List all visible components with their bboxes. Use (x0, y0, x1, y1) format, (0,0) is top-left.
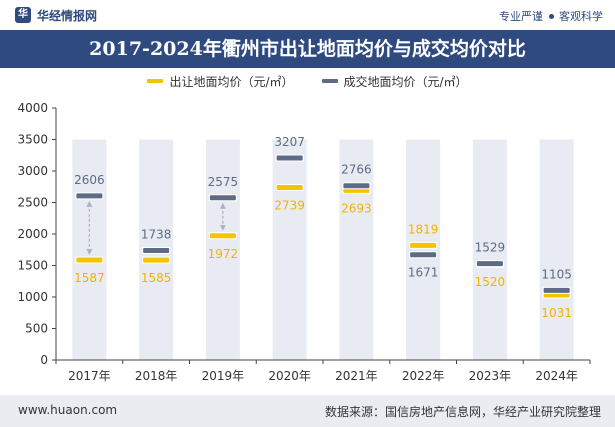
marker-transfer (276, 184, 303, 190)
legend-label-deal: 成交地面均价（元/㎡） (343, 74, 468, 89)
data-label-transfer: 2739 (274, 198, 305, 212)
footer-source: 数据来源：国信房地产信息网，华经产业研究院整理 (324, 405, 601, 419)
brand-logo-icon: 华 (15, 7, 31, 23)
column-background (205, 139, 240, 360)
tagline-right: 客观科学 (559, 10, 603, 23)
data-label-deal: 2575 (208, 175, 239, 189)
marker-deal (543, 287, 570, 293)
y-tick-label: 500 (25, 322, 48, 336)
x-tick-label: 2017年 (68, 369, 111, 383)
column-background (539, 139, 574, 360)
y-tick-label: 4000 (17, 101, 48, 115)
y-tick-label: 2000 (17, 227, 48, 241)
legend-swatch-transfer (147, 79, 164, 83)
data-label-deal: 2606 (74, 173, 105, 187)
column-background (339, 139, 374, 360)
marker-transfer (143, 257, 170, 263)
x-tick-label: 2018年 (135, 369, 178, 383)
data-label-deal: 1738 (141, 228, 172, 242)
data-label-transfer: 1587 (74, 271, 105, 285)
marker-deal (76, 193, 103, 199)
column-background (406, 139, 441, 360)
y-tick-label: 0 (40, 353, 48, 367)
dot-icon (549, 14, 554, 19)
data-label-transfer: 1819 (408, 222, 439, 236)
marker-deal (209, 195, 236, 201)
footer-website: www.huaon.com (18, 403, 118, 417)
title-bar: 2017-2024年衢州市出让地面均价与成交均价对比 (0, 30, 615, 68)
legend: 出让地面均价（元/㎡） 成交地面均价（元/㎡） (0, 72, 615, 90)
x-tick-label: 2024年 (535, 369, 578, 383)
column-background (472, 139, 507, 360)
tagline: 专业严谨 客观科学 (499, 8, 603, 24)
data-label-deal: 3207 (274, 135, 305, 149)
x-tick-label: 2023年 (469, 369, 512, 383)
y-tick-label: 2500 (17, 196, 48, 210)
x-tick-label: 2021年 (335, 369, 378, 383)
chart-title: 2017-2024年衢州市出让地面均价与成交均价对比 (89, 38, 526, 60)
marker-deal (143, 248, 170, 254)
y-tick-label: 1500 (17, 259, 48, 273)
data-label-deal: 1105 (541, 267, 572, 281)
y-tick-label: 3000 (17, 164, 48, 178)
chart-area: 0 500 1000 1500 2000 2500 3000 3500 4000 2017年 201… (17, 101, 591, 383)
marker-deal (276, 155, 303, 161)
marker-transfer (209, 233, 236, 239)
marker-deal (410, 252, 437, 258)
column-background (272, 139, 307, 360)
legend-item-deal: 成交地面均价（元/㎡） (321, 73, 468, 90)
brand-name: 华经情报网 (37, 8, 98, 23)
data-label-transfer: 1520 (475, 275, 506, 289)
marker-deal (343, 183, 370, 189)
legend-item-transfer: 出让地面均价（元/㎡） (147, 73, 294, 90)
brand: 华 华经情报网 (15, 7, 97, 23)
data-label-transfer: 1972 (208, 247, 239, 261)
top-bar: 华 华经情报网 专业严谨 客观科学 (0, 0, 615, 30)
data-label-deal: 1671 (408, 266, 439, 280)
data-label-deal: 1529 (475, 241, 506, 255)
y-tick-label: 3500 (17, 133, 48, 147)
data-label-transfer: 1585 (141, 271, 172, 285)
x-tick-label: 2022年 (402, 369, 445, 383)
marker-transfer (410, 242, 437, 248)
data-label-deal: 2766 (341, 163, 372, 177)
marker-transfer (76, 257, 103, 263)
x-tick-label: 2019年 (202, 369, 245, 383)
data-label-transfer: 1031 (541, 306, 572, 320)
marker-deal (476, 261, 503, 267)
data-label-transfer: 2693 (341, 201, 372, 215)
legend-label-transfer: 出让地面均价（元/㎡） (169, 74, 294, 89)
x-tick-label: 2020年 (268, 369, 311, 383)
y-tick-label: 1000 (17, 290, 48, 304)
footer: www.huaon.com 数据来源：国信房地产信息网，华经产业研究院整理 (0, 395, 615, 427)
legend-swatch-deal (321, 79, 338, 83)
tagline-left: 专业严谨 (499, 10, 543, 23)
